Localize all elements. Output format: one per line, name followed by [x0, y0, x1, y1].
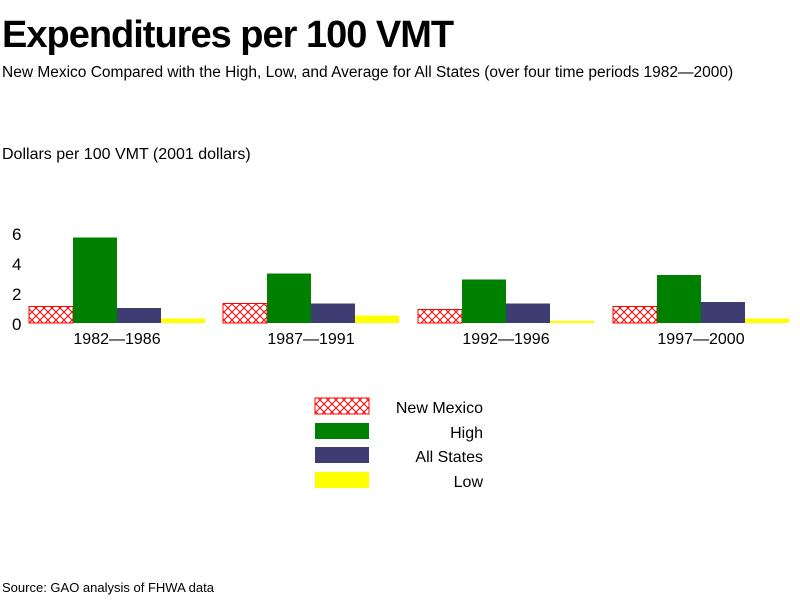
y-tick-label: 6 — [12, 225, 21, 244]
bar-all-states — [311, 303, 355, 323]
y-tick-label: 2 — [12, 285, 21, 304]
bar-high — [462, 279, 506, 323]
bar-low — [550, 320, 594, 323]
bar-low — [355, 315, 399, 323]
bar-new-mexico — [222, 303, 268, 324]
bar-low — [745, 318, 789, 323]
source-note: Source: GAO analysis of FHWA data — [2, 580, 214, 595]
bar-high — [657, 275, 701, 323]
legend-swatch — [314, 397, 370, 415]
legend-label: High — [450, 425, 483, 442]
legend-swatch — [315, 472, 369, 488]
chart-subtitle: New Mexico Compared with the High, Low, … — [2, 64, 734, 81]
x-tick-label: 1982—1986 — [73, 331, 160, 348]
legend-swatch — [315, 447, 369, 463]
bar-all-states — [506, 303, 550, 323]
bar-new-mexico — [28, 306, 74, 324]
bar-high — [73, 237, 117, 323]
legend-label: New Mexico — [396, 400, 483, 417]
legend-swatch — [315, 423, 369, 439]
y-tick-label: 0 — [12, 315, 21, 334]
bar-new-mexico — [417, 309, 463, 324]
y-tick-label: 4 — [12, 255, 21, 274]
legend-label: Low — [454, 474, 484, 491]
bar-new-mexico — [612, 306, 658, 324]
bar-all-states — [701, 302, 745, 323]
legend-label: All States — [415, 449, 483, 466]
chart-title: Expenditures per 100 VMT — [2, 14, 454, 56]
x-tick-label: 1997—2000 — [657, 331, 744, 348]
x-tick-label: 1987—1991 — [267, 331, 354, 348]
y-axis-label: Dollars per 100 VMT (2001 dollars) — [2, 146, 251, 163]
bar-high — [267, 273, 311, 323]
bar-low — [161, 318, 205, 323]
x-tick-label: 1992—1996 — [462, 331, 549, 348]
bar-all-states — [117, 308, 161, 323]
